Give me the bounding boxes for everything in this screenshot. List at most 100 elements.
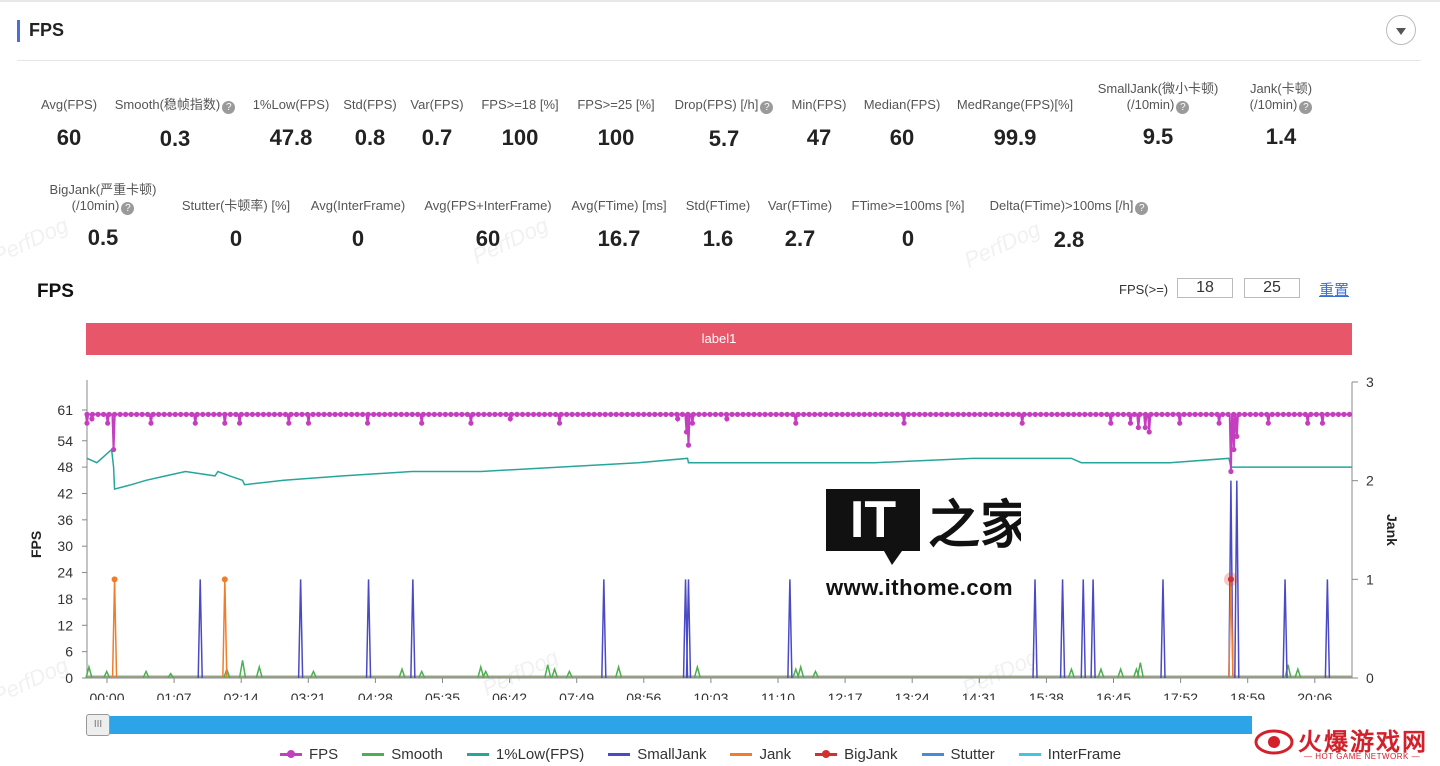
fps-point	[393, 411, 399, 417]
fps-point	[1043, 411, 1049, 417]
fps-dip-point	[507, 416, 513, 422]
fps-point	[288, 411, 294, 417]
fps-point	[459, 411, 465, 417]
fps-point	[255, 411, 261, 417]
metric-label: Avg(FTime) [ms]	[571, 198, 667, 213]
fps-point	[161, 411, 167, 417]
metric-value: 100	[597, 125, 635, 150]
legend-item[interactable]: Jank	[730, 746, 791, 763]
low1pct-line	[86, 448, 1352, 491]
fps-point	[597, 411, 603, 417]
fps-point	[707, 411, 713, 417]
reset-link[interactable]: 重置	[1319, 282, 1350, 299]
smalljank-spike	[1080, 579, 1086, 679]
fps-point	[1341, 411, 1347, 417]
x-tick-label: 14:31	[962, 690, 997, 700]
legend-item[interactable]: FPS	[280, 746, 338, 763]
fps-point	[619, 411, 625, 417]
fps-point	[646, 411, 652, 417]
fps-point	[145, 411, 151, 417]
fps-point	[878, 411, 884, 417]
fps-dip-point	[1146, 429, 1152, 435]
fps-point	[927, 411, 934, 417]
fps-dip-point	[192, 420, 198, 426]
metric-label: Jank(卡顿) (/10min)?	[1249, 81, 1313, 114]
fps-dip-point	[305, 420, 312, 426]
fps-dip-point	[1265, 420, 1271, 426]
metric-value: 1.4	[1265, 124, 1297, 149]
fps-point	[1054, 411, 1060, 417]
section-header: FPS	[17, 14, 1421, 61]
x-tick-label: 05:35	[425, 690, 460, 700]
fps-point	[514, 411, 520, 417]
fps-point	[988, 411, 994, 417]
ithome-url: www.ithome.com	[826, 575, 1014, 600]
help-icon[interactable]: ?	[1135, 202, 1149, 215]
smooth-spike	[85, 664, 93, 679]
fps-point	[845, 411, 851, 417]
metric-value: 16.7	[597, 226, 641, 251]
x-tick-label: 08:56	[626, 690, 661, 700]
help-icon[interactable]: ?	[760, 101, 774, 114]
fps-point	[674, 411, 680, 417]
smalljank-spike	[787, 579, 793, 679]
metric: Var(FPS) 0.7	[347, 97, 527, 151]
fps-point	[663, 411, 669, 417]
scrollbar-handle[interactable]: III	[86, 714, 110, 736]
metric-value: 60	[889, 125, 915, 150]
fps-point	[1049, 411, 1055, 417]
metric: FTime>=100ms [%] 0	[818, 198, 998, 252]
fps-point	[1330, 411, 1336, 417]
fps-point	[194, 411, 200, 417]
fps-dip-point	[1231, 446, 1237, 453]
metric-label: Var(FTime)	[767, 198, 833, 213]
fps-point	[635, 411, 641, 417]
help-icon[interactable]: ?	[222, 101, 236, 114]
fps-point	[1093, 411, 1099, 417]
fps-point	[586, 411, 592, 417]
metric: Median(FPS) 60	[812, 97, 992, 151]
smooth-spike	[543, 664, 552, 679]
fps-point	[200, 411, 206, 417]
fps-point	[569, 411, 575, 417]
help-icon[interactable]: ?	[1299, 101, 1313, 114]
fps-point	[1038, 411, 1044, 417]
help-icon[interactable]: ?	[1176, 101, 1190, 114]
fps-dip-point	[1135, 424, 1141, 431]
legend-item[interactable]: 1%Low(FPS)	[466, 746, 584, 763]
metric-label: FPS>=25 [%]	[577, 97, 655, 112]
timeline-scrollbar[interactable]	[86, 716, 1352, 734]
smooth-spike	[238, 660, 247, 679]
fps-point	[966, 411, 972, 417]
fps-point	[470, 411, 476, 417]
fps-point	[580, 411, 586, 417]
legend-label: BigJank	[844, 746, 898, 763]
chart-legend: FPS Smooth 1%Low(FPS) SmallJank Jank BigJank S…	[280, 746, 1121, 763]
metric: Avg(FPS+InterFrame) 60	[398, 198, 578, 252]
fps-point	[343, 411, 349, 417]
fps-point	[1225, 411, 1231, 417]
help-icon[interactable]: ?	[121, 202, 135, 215]
label-band[interactable]: label1	[86, 323, 1352, 355]
legend-item[interactable]: Stutter	[921, 746, 995, 763]
legend-item[interactable]: InterFrame	[1018, 746, 1121, 763]
fps-dip-point	[556, 420, 563, 426]
legend-item[interactable]: Smooth	[362, 746, 443, 763]
hotgame-subtitle: — HOT GAME NETWORK —	[1304, 752, 1421, 761]
legend-item[interactable]: BigJank	[815, 746, 898, 763]
x-tick-label: 01:07	[157, 690, 192, 700]
fps-point	[685, 411, 691, 417]
smooth-spike	[1294, 666, 1302, 679]
collapse-button[interactable]	[1386, 15, 1416, 45]
legend-item[interactable]: SmallJank	[608, 746, 706, 763]
fps-point	[729, 411, 735, 417]
fps-threshold-input-1[interactable]: 18	[1177, 278, 1233, 298]
fps-threshold-input-2[interactable]: 25	[1244, 278, 1300, 298]
smooth-spike	[1067, 666, 1076, 679]
fps-point	[216, 411, 222, 417]
hotgame-name: 火爆游戏网	[1298, 729, 1428, 756]
smalljank-spike	[1282, 579, 1288, 679]
fps-point	[404, 411, 410, 417]
fps-point	[834, 411, 840, 417]
